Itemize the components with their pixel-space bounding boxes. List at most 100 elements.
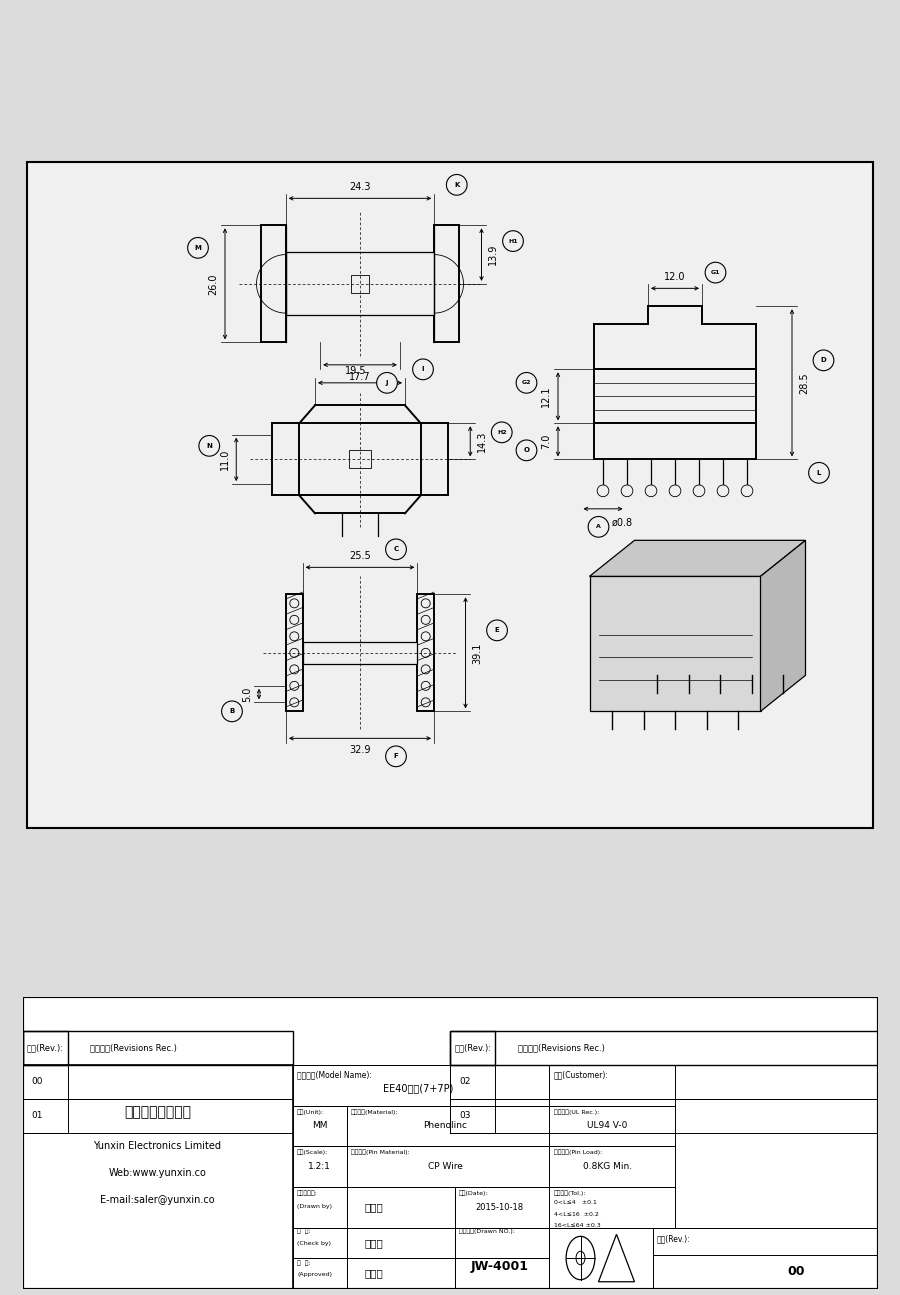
Text: 0.8KG Min.: 0.8KG Min. (583, 1162, 632, 1171)
Bar (450, 1064, 495, 1098)
Bar (450, 1031, 878, 1064)
Bar (549, 1228, 652, 1289)
Text: 24.3: 24.3 (349, 181, 371, 192)
Text: CP Wire: CP Wire (428, 1162, 463, 1171)
Text: Web:www.yunxin.co: Web:www.yunxin.co (109, 1168, 206, 1178)
Bar (450, 1098, 878, 1133)
Bar (261, 225, 286, 342)
Circle shape (598, 486, 608, 497)
Circle shape (199, 435, 220, 456)
Bar (22, 1098, 68, 1133)
Bar (549, 1228, 900, 1289)
Text: 张生坤: 张生坤 (364, 1269, 382, 1278)
Text: (Check by): (Check by) (297, 1241, 331, 1246)
Bar (292, 1188, 675, 1228)
Text: 25.5: 25.5 (349, 550, 371, 561)
Circle shape (814, 350, 833, 370)
Text: 防火等级(UL Rec.):: 防火等级(UL Rec.): (554, 1109, 598, 1115)
Circle shape (502, 231, 524, 251)
Bar (292, 1106, 675, 1146)
Bar (292, 1146, 346, 1188)
Circle shape (491, 422, 512, 443)
Text: 00: 00 (32, 1077, 43, 1087)
Bar (351, 275, 369, 293)
Text: 修改记录(Revisions Rec.): 修改记录(Revisions Rec.) (90, 1044, 177, 1053)
Bar (22, 1064, 292, 1098)
Bar (652, 1228, 900, 1255)
Text: 19.5: 19.5 (345, 366, 366, 376)
Text: H2: H2 (497, 430, 507, 435)
Bar (346, 1257, 454, 1289)
Circle shape (808, 462, 830, 483)
Text: 工程与设计:: 工程与设计: (297, 1190, 318, 1195)
Circle shape (188, 237, 209, 258)
Text: 13.9: 13.9 (488, 243, 499, 265)
Bar (22, 1031, 68, 1064)
Text: 11.0: 11.0 (220, 448, 230, 470)
Circle shape (376, 373, 398, 394)
Text: H1: H1 (508, 238, 518, 243)
Text: MM: MM (311, 1121, 328, 1131)
Bar (286, 253, 434, 316)
Text: N: N (206, 443, 212, 449)
Text: Yunxin Electronics Limited: Yunxin Electronics Limited (94, 1141, 221, 1151)
Polygon shape (760, 540, 806, 711)
Text: 规格描述(Model Name):: 规格描述(Model Name): (297, 1071, 372, 1079)
Text: 00: 00 (788, 1265, 806, 1278)
Text: (Approved): (Approved) (297, 1272, 332, 1277)
Bar (292, 1106, 346, 1146)
Circle shape (412, 359, 434, 379)
Text: ø0.8: ø0.8 (612, 518, 633, 528)
Bar (292, 1228, 549, 1257)
Text: L: L (817, 470, 821, 475)
Bar (292, 1064, 549, 1106)
Text: 单位(Unit):: 单位(Unit): (297, 1109, 324, 1115)
Bar (292, 1257, 346, 1289)
Text: 0<L≤4   ±0.1: 0<L≤4 ±0.1 (554, 1200, 597, 1206)
Text: 客户(Customer):: 客户(Customer): (554, 1071, 608, 1079)
Text: E: E (495, 627, 500, 633)
Text: 本体材质(Material):: 本体材质(Material): (351, 1109, 399, 1115)
Text: 版本(Rev.):: 版本(Rev.): (27, 1044, 64, 1053)
Circle shape (693, 486, 705, 497)
Text: 5.0: 5.0 (242, 686, 252, 702)
Text: C: C (393, 546, 399, 553)
Bar (299, 423, 421, 496)
Bar (22, 1064, 292, 1289)
Text: 云芯电子有限公司: 云芯电子有限公司 (124, 1106, 191, 1119)
Text: 日期(Date):: 日期(Date): (459, 1190, 489, 1195)
Bar (652, 1228, 900, 1289)
Text: G2: G2 (522, 381, 531, 386)
Circle shape (669, 486, 681, 497)
Text: EE40卧式(7+7P): EE40卧式(7+7P) (383, 1084, 454, 1094)
Circle shape (517, 373, 536, 394)
Text: 4<L≤16  ±0.2: 4<L≤16 ±0.2 (554, 1212, 598, 1217)
Text: G1: G1 (711, 271, 720, 275)
Bar (454, 1188, 549, 1228)
Circle shape (487, 620, 508, 641)
Circle shape (385, 746, 407, 767)
Text: 28.5: 28.5 (799, 372, 809, 394)
Text: 比例(Scale):: 比例(Scale): (297, 1150, 328, 1155)
Bar (292, 1146, 675, 1188)
Text: 17.7: 17.7 (349, 372, 371, 382)
Text: 核  准:: 核 准: (297, 1260, 310, 1265)
Bar (594, 423, 756, 460)
Bar (418, 594, 434, 711)
Text: UL94 V-0: UL94 V-0 (588, 1121, 627, 1131)
Bar (594, 369, 756, 423)
Text: 7.0: 7.0 (541, 434, 551, 449)
Text: 修改记录(Revisions Rec.): 修改记录(Revisions Rec.) (518, 1044, 605, 1053)
Text: 02: 02 (459, 1077, 471, 1087)
Text: (Drawn by): (Drawn by) (297, 1204, 332, 1208)
Polygon shape (590, 540, 806, 576)
Bar (22, 1031, 292, 1064)
Bar (22, 1064, 68, 1098)
Text: 03: 03 (459, 1111, 471, 1120)
Circle shape (645, 486, 657, 497)
Circle shape (446, 175, 467, 196)
Text: 26.0: 26.0 (208, 273, 218, 294)
Bar (346, 1188, 454, 1228)
Text: J: J (386, 379, 388, 386)
Text: F: F (393, 754, 399, 759)
